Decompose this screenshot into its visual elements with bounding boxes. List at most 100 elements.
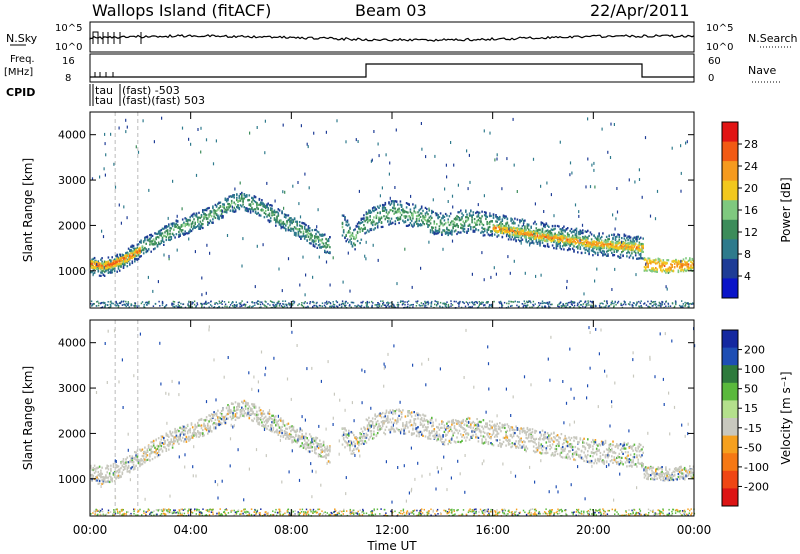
- data-cell: [127, 304, 129, 306]
- data-cell: [298, 235, 301, 238]
- data-cell: [368, 230, 370, 233]
- data-cell: [125, 300, 127, 303]
- data-cell: [577, 246, 579, 249]
- data-cell: [269, 300, 272, 302]
- data-cell: [205, 138, 208, 142]
- data-cell: [690, 302, 692, 305]
- data-cell: [202, 433, 204, 436]
- data-cell: [409, 216, 412, 219]
- data-cell: [585, 303, 587, 306]
- data-cell: [565, 241, 568, 244]
- data-cell: [585, 241, 588, 244]
- data-cell: [165, 304, 168, 306]
- data-cell: [333, 304, 336, 306]
- data-cell: [341, 300, 344, 302]
- data-cell: [523, 304, 525, 307]
- data-cell: [301, 304, 303, 307]
- data-cell: [608, 238, 610, 241]
- data-cell: [512, 220, 515, 223]
- data-cell: [603, 306, 605, 308]
- data-cell: [92, 474, 95, 477]
- data-cell: [152, 305, 155, 307]
- data-cell: [587, 117, 589, 121]
- data-cell: [358, 227, 360, 230]
- data-cell: [141, 301, 144, 303]
- data-cell: [341, 214, 344, 217]
- data-cell: [110, 478, 112, 481]
- data-cell: [511, 235, 514, 238]
- data-cell: [395, 211, 398, 214]
- data-cell: [212, 414, 214, 417]
- data-cell: [183, 440, 185, 443]
- data-cell: [219, 201, 222, 204]
- data-cell: [184, 217, 186, 220]
- data-cell: [149, 238, 151, 241]
- data-cell: [472, 302, 474, 305]
- data-cell: [582, 232, 584, 235]
- data-cell: [482, 234, 485, 237]
- data-cell: [639, 257, 642, 260]
- data-cell: [641, 245, 643, 248]
- data-cell: [208, 206, 210, 210]
- data-cell: [419, 305, 421, 307]
- data-cell: [399, 216, 402, 219]
- data-cell: [100, 476, 102, 479]
- data-cell: [169, 229, 171, 232]
- data-cell: [687, 266, 690, 269]
- data-cell: [516, 234, 519, 237]
- data-cell: [168, 223, 170, 226]
- data-cell: [291, 218, 293, 221]
- data-cell: [241, 406, 243, 409]
- data-cell: [685, 264, 687, 267]
- data-cell: [118, 474, 121, 477]
- data-cell: [345, 223, 347, 226]
- data-cell: [298, 229, 301, 232]
- data-cell: [545, 229, 548, 233]
- data-cell: [199, 434, 202, 437]
- data-cell: [621, 237, 623, 240]
- data-cell: [550, 303, 552, 306]
- data-cell: [111, 268, 113, 272]
- data-cell: [590, 238, 593, 241]
- data-cell: [488, 234, 491, 237]
- data-cell: [591, 163, 593, 167]
- data-cell: [307, 226, 309, 230]
- data-cell: [583, 247, 585, 250]
- data-cell: [429, 231, 432, 234]
- data-cell: [437, 301, 439, 303]
- data-cell: [198, 227, 200, 230]
- data-cell: [239, 204, 242, 207]
- data-cell: [551, 228, 554, 231]
- data-cell: [466, 213, 468, 216]
- data-cell: [428, 220, 431, 223]
- data-cell: [188, 231, 190, 235]
- data-cell: [126, 261, 129, 264]
- data-cell: [186, 219, 189, 222]
- data-cell: [296, 223, 298, 226]
- data-cell: [662, 263, 665, 266]
- data-cell: [531, 241, 534, 244]
- data-cell: [600, 241, 603, 244]
- data-cell: [538, 231, 540, 234]
- data-cell: [616, 244, 618, 248]
- data-cell: [570, 236, 573, 239]
- data-cell: [361, 228, 364, 231]
- data-cell: [283, 206, 285, 210]
- data-cell: [321, 238, 324, 241]
- data-cell: [325, 130, 327, 134]
- data-cell: [540, 239, 543, 242]
- data-cell: [124, 466, 126, 469]
- data-cell: [264, 151, 266, 155]
- data-cell: [154, 446, 156, 449]
- data-cell: [550, 193, 552, 197]
- data-cell: [589, 231, 592, 234]
- data-cell: [112, 267, 115, 270]
- data-cell: [135, 451, 137, 454]
- data-cell: [571, 247, 574, 250]
- data-cell: [661, 303, 663, 306]
- data-cell: [560, 235, 563, 238]
- data-cell: [523, 300, 525, 302]
- data-cell: [417, 225, 419, 228]
- data-cell: [606, 302, 608, 305]
